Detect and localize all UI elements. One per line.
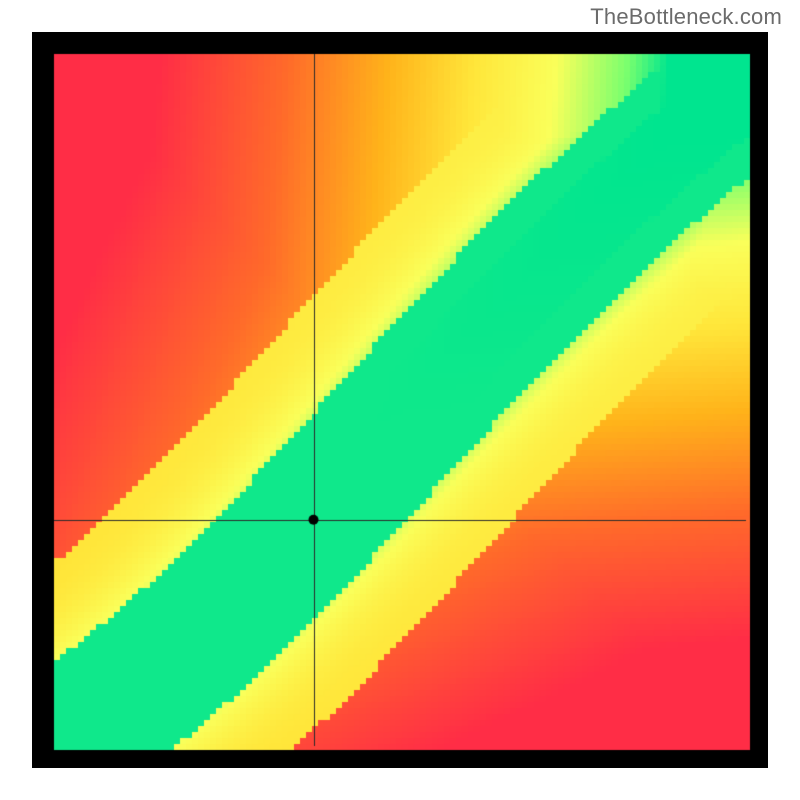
bottleneck-heatmap xyxy=(32,32,768,768)
heatmap-canvas xyxy=(32,32,768,768)
watermark-text: TheBottleneck.com xyxy=(590,4,782,30)
